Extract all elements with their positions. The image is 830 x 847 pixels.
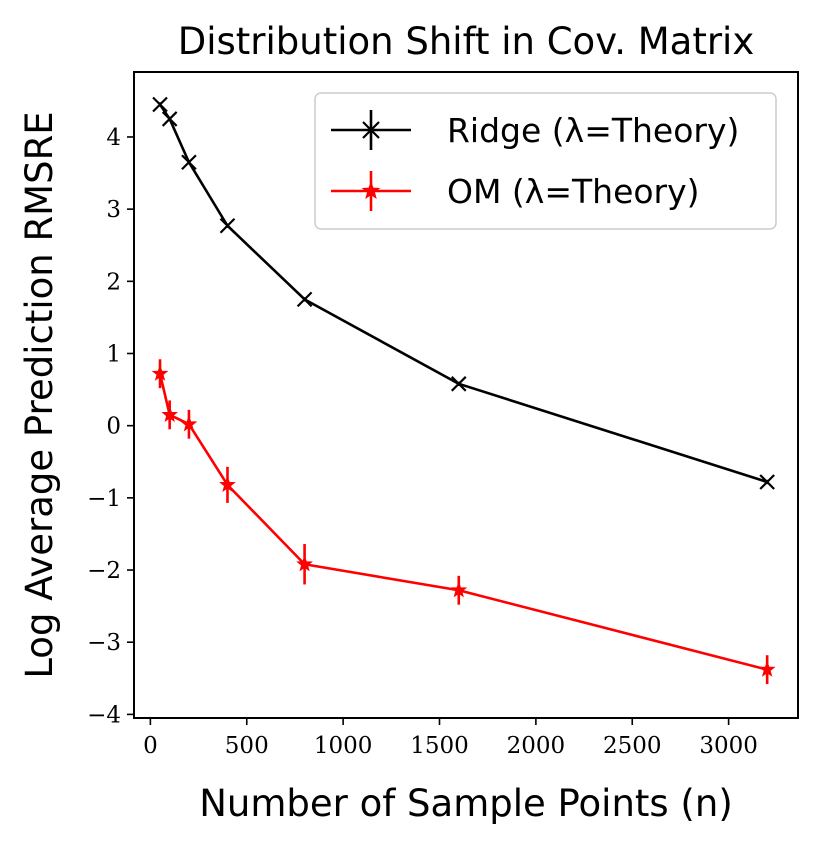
x-tick-label: 1000 bbox=[314, 733, 373, 759]
plot-area bbox=[151, 96, 776, 685]
data-point bbox=[759, 474, 775, 490]
x-tick-label: 1500 bbox=[410, 733, 469, 759]
legend-label: OM (λ=Theory) bbox=[447, 172, 700, 211]
legend-marker bbox=[362, 121, 380, 139]
data-point bbox=[152, 96, 168, 113]
chart-title: Distribution Shift in Cov. Matrix bbox=[178, 20, 754, 63]
plot-frame bbox=[133, 71, 799, 719]
data-point bbox=[181, 154, 197, 171]
series-1 bbox=[152, 96, 775, 490]
legend-box bbox=[314, 92, 777, 230]
x-tick-label: 2500 bbox=[603, 733, 662, 759]
y-tick-label: −4 bbox=[87, 702, 121, 728]
y-tick-label: −3 bbox=[87, 630, 121, 656]
y-tick-label: −2 bbox=[87, 558, 121, 584]
data-point bbox=[151, 364, 169, 381]
data-point bbox=[296, 291, 313, 308]
y-axis-label: Log Average Prediction RMSRE bbox=[18, 111, 61, 678]
y-axis: −4 −3 −2 −1 0 1 2 3 4 bbox=[87, 125, 134, 728]
x-axis: 0 500 1000 1500 2000 2500 3000 bbox=[143, 718, 758, 759]
data-point bbox=[219, 217, 236, 234]
data-point bbox=[161, 111, 178, 127]
data-point bbox=[450, 376, 467, 392]
y-tick-label: 4 bbox=[106, 125, 121, 151]
data-point bbox=[180, 415, 198, 432]
legend-label: Ridge (λ=Theory) bbox=[447, 111, 739, 150]
y-tick-label: 3 bbox=[106, 197, 121, 223]
x-tick-label: 0 bbox=[143, 733, 158, 759]
x-tick-label: 2000 bbox=[507, 733, 566, 759]
x-tick-label: 500 bbox=[225, 733, 269, 759]
x-axis-label: Number of Sample Points (n) bbox=[199, 782, 733, 825]
y-tick-label: 0 bbox=[106, 414, 121, 440]
data-point bbox=[161, 406, 179, 422]
data-point bbox=[758, 660, 776, 677]
legend: Ridge (λ=Theory) OM (λ=Theory) bbox=[314, 92, 777, 230]
legend-marker bbox=[361, 181, 381, 199]
x-tick-label: 3000 bbox=[699, 733, 758, 759]
series-line bbox=[158, 373, 768, 671]
data-point bbox=[450, 581, 468, 598]
series-2 bbox=[151, 359, 776, 685]
y-tick-label: 1 bbox=[106, 341, 121, 367]
data-point bbox=[219, 476, 236, 492]
data-point bbox=[296, 555, 313, 572]
legend-entry-1: Ridge (λ=Theory) bbox=[331, 110, 739, 150]
legend-entry-2: OM (λ=Theory) bbox=[331, 171, 700, 211]
y-tick-label: −1 bbox=[87, 486, 121, 512]
y-tick-label: 2 bbox=[106, 269, 121, 295]
